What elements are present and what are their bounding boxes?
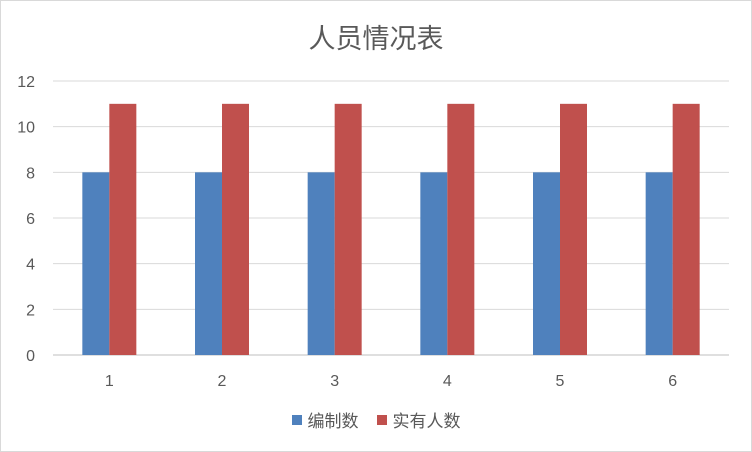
bar-series-1-cat-2 (222, 103, 249, 355)
x-tick-label: 5 (556, 373, 565, 390)
y-tick-label: 8 (26, 165, 35, 182)
y-tick-label: 10 (17, 120, 35, 137)
bar-series-0-cat-4 (420, 172, 448, 355)
x-tick-label: 4 (443, 373, 452, 390)
chart-title: 人员情况表 (308, 24, 444, 55)
legend-label-0: 编制数 (307, 412, 359, 432)
bar-series-0-cat-1 (82, 172, 110, 355)
x-tick-label: 6 (668, 373, 677, 390)
x-tick-label: 3 (330, 373, 339, 390)
legend-label-1: 实有人数 (392, 412, 461, 432)
legend-swatch-1 (376, 414, 387, 425)
y-tick-label: 2 (26, 302, 35, 319)
legend: 编制数 实有人数 (1, 407, 751, 432)
y-tick-label: 4 (26, 257, 35, 274)
legend-swatch-0 (291, 414, 302, 425)
y-tick-label: 6 (26, 211, 35, 228)
bar-series-1-cat-4 (447, 103, 475, 355)
y-tick-label: 12 (17, 74, 35, 91)
legend-item-0: 编制数 (291, 407, 359, 432)
legend-item-1: 实有人数 (376, 407, 461, 432)
bar-series-0-cat-6 (645, 172, 673, 355)
y-tick-label: 0 (26, 348, 35, 365)
bar-series-1-cat-3 (334, 103, 362, 355)
bar-series-0-cat-2 (195, 172, 222, 355)
x-tick-label: 2 (218, 373, 227, 390)
bar-series-1-cat-6 (672, 103, 700, 355)
bar-series-0-cat-3 (307, 172, 335, 355)
bar-series-0-cat-5 (533, 172, 560, 355)
bar-series-1-cat-5 (560, 103, 587, 355)
bar-series-1-cat-1 (109, 103, 137, 355)
x-tick-label: 1 (105, 373, 114, 390)
